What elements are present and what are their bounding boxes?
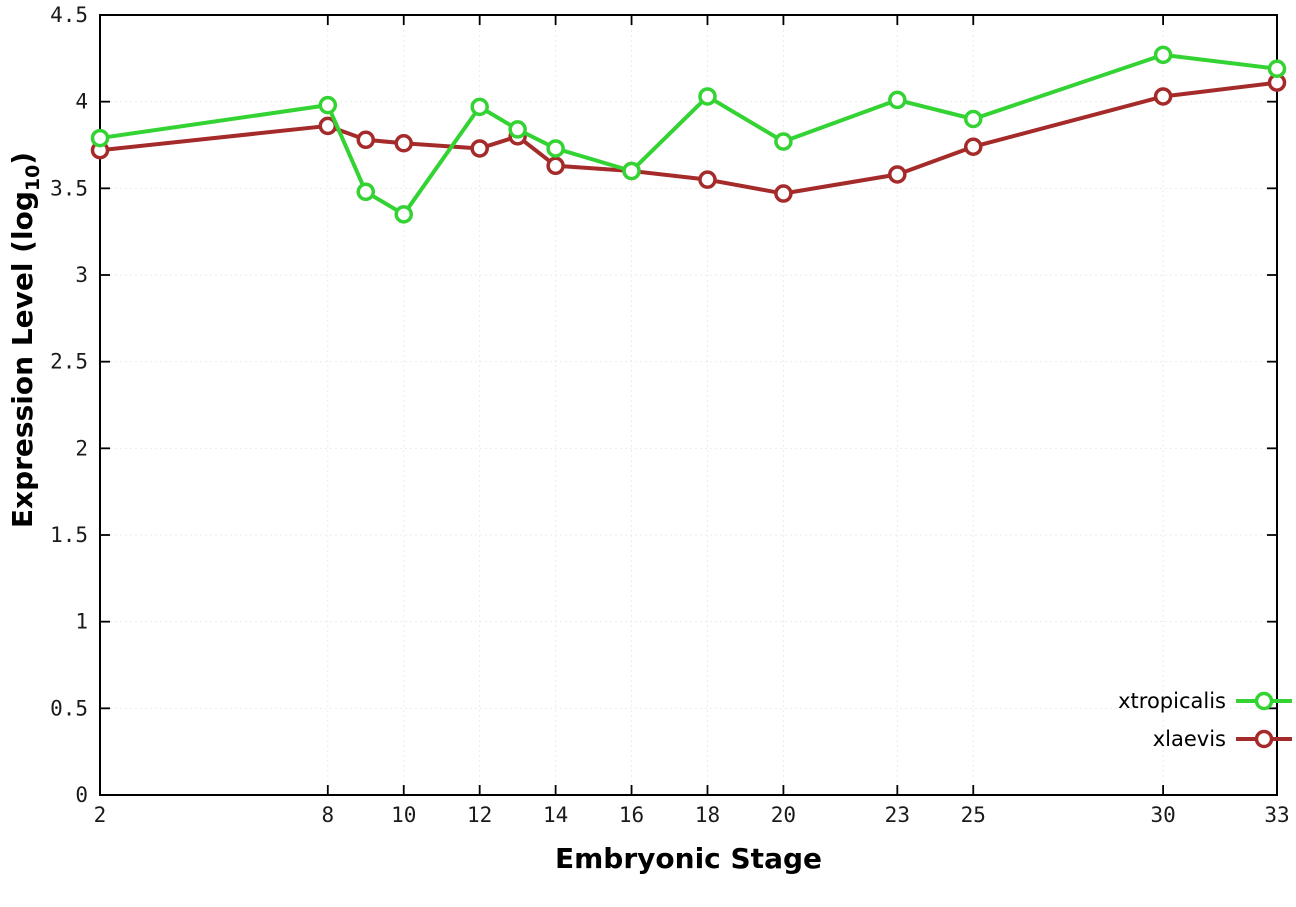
series-xtropicalis-marker [394, 205, 413, 224]
legend-marker-xlaevis [1254, 729, 1274, 749]
y-tick-label: 2.5 [50, 350, 88, 374]
y-tick-label: 3.5 [50, 176, 88, 200]
y-axis-title: Expression Level (log10) [6, 152, 44, 528]
x-tick-label: 10 [391, 803, 416, 827]
x-tick-label: 14 [543, 803, 568, 827]
x-tick-label: 25 [961, 803, 986, 827]
series-xlaevis-marker [356, 130, 376, 150]
x-tick-label: 33 [1264, 803, 1289, 827]
x-tick-label: 2 [94, 803, 107, 827]
x-tick-label: 18 [695, 803, 720, 827]
y-tick-label: 0 [75, 783, 88, 807]
series-xtropicalis-marker [888, 90, 907, 110]
series-xtropicalis-marker [774, 132, 793, 151]
series-xlaevis-marker [470, 139, 489, 158]
series-xlaevis-marker [888, 165, 907, 184]
legend-label-xlaevis: xlaevis [1153, 727, 1226, 751]
series-xlaevis-marker [394, 134, 413, 153]
series-xlaevis-line [98, 80, 1279, 196]
series-xtropicalis-marker [318, 95, 338, 115]
x-tick-label: 30 [1150, 803, 1175, 827]
series-xtropicalis-marker [470, 97, 489, 117]
legend-marker-xtropicalis [1254, 691, 1274, 711]
plot-border [99, 14, 1278, 796]
series-xtropicalis-marker [1267, 59, 1287, 78]
series-xtropicalis-marker [1153, 45, 1173, 65]
y-tick-label: 3 [75, 263, 88, 287]
x-tick-label: 12 [467, 803, 492, 827]
x-tick-label: 23 [885, 803, 910, 827]
series-xlaevis-marker [774, 184, 793, 203]
x-tick-label: 20 [771, 803, 796, 827]
series-xtropicalis-marker [508, 120, 527, 139]
series-xlaevis-marker [546, 156, 565, 176]
x-tick-label: 16 [619, 803, 644, 827]
series-xtropicalis-marker [964, 109, 983, 129]
series-xtropicalis-marker [622, 161, 641, 181]
y-tick-label: 4.5 [50, 3, 88, 27]
series-xtropicalis-marker [698, 87, 717, 106]
series-xlaevis-marker [1153, 87, 1173, 106]
series-xtropicalis-marker [356, 182, 376, 202]
series-xtropicalis-marker [90, 128, 110, 148]
y-tick-label: 4 [75, 90, 88, 114]
y-tick-label: 1 [75, 610, 88, 634]
x-axis-title: Embryonic Stage [555, 842, 822, 875]
x-tick-label: 8 [321, 803, 334, 827]
y-tick-label: 1.5 [50, 523, 88, 547]
legend-label-xtropicalis: xtropicalis [1118, 689, 1226, 713]
series-xlaevis-marker [964, 137, 983, 156]
series-xlaevis-marker [698, 170, 717, 189]
series-xtropicalis-marker [546, 139, 565, 158]
y-tick-label: 0.5 [50, 696, 88, 720]
y-tick-label: 2 [75, 436, 88, 460]
series-xtropicalis-line [98, 52, 1279, 217]
